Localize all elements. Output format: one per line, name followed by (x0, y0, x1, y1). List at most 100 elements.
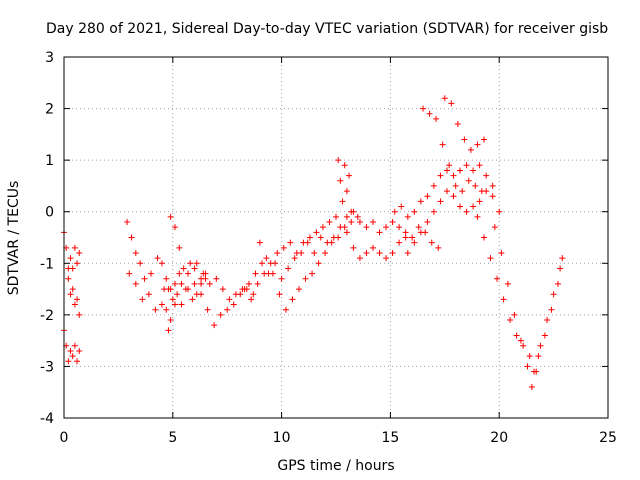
series-track-l (335, 157, 355, 215)
y-tick-label: 0 (45, 205, 54, 221)
data-point (232, 291, 239, 298)
data-point (296, 286, 303, 293)
data-point (520, 342, 527, 349)
y-tick-label: -1 (40, 256, 54, 272)
data-point (341, 162, 348, 169)
tick-labels: 0 5 10 15 20 25 -4 -3 -2 -1 0 1 2 3 (40, 50, 617, 446)
data-point (293, 249, 300, 256)
plot-frame (63, 56, 609, 419)
data-point (350, 208, 357, 215)
data-point (282, 306, 289, 313)
data-point (163, 306, 170, 313)
data-point (132, 280, 139, 287)
data-point (348, 219, 355, 226)
data-point (71, 342, 78, 349)
data-point (430, 208, 437, 215)
data-point (428, 239, 435, 246)
data-point (69, 265, 76, 272)
data-point (433, 115, 440, 122)
data-point (313, 229, 320, 236)
data-point (193, 260, 200, 267)
data-point (474, 213, 481, 220)
data-point (287, 239, 294, 246)
data-point (404, 213, 411, 220)
data-point (176, 244, 183, 251)
data-point (74, 260, 81, 267)
data-point (250, 291, 257, 298)
data-point (426, 110, 433, 117)
data-point (65, 275, 72, 282)
data-point (248, 296, 255, 303)
data-point (126, 270, 133, 277)
data-point (504, 280, 511, 287)
data-point (459, 188, 466, 195)
data-point (174, 291, 181, 298)
data-point (356, 255, 363, 262)
data-point (245, 280, 252, 287)
data-point (167, 213, 174, 220)
data-point (480, 234, 487, 241)
data-point (376, 249, 383, 256)
data-point (443, 188, 450, 195)
data-point (198, 291, 205, 298)
data-point (137, 260, 144, 267)
data-point (291, 255, 298, 262)
data-point (267, 260, 274, 267)
series-track-t (491, 224, 564, 391)
data-point (411, 208, 418, 215)
data-point (269, 270, 276, 277)
data-point (446, 162, 453, 169)
data-point (148, 270, 155, 277)
data-point (356, 219, 363, 226)
data-point (437, 172, 444, 179)
data-point (498, 249, 505, 256)
data-point (200, 270, 207, 277)
data-point (300, 239, 307, 246)
data-point (217, 311, 224, 318)
data-point (252, 270, 259, 277)
series-track-e (126, 265, 209, 313)
data-point (191, 265, 198, 272)
series-track-m (330, 208, 409, 241)
data-point (322, 249, 329, 256)
data-point (526, 353, 533, 360)
data-point (500, 296, 507, 303)
data-point (191, 280, 198, 287)
data-point (391, 208, 398, 215)
data-point (158, 301, 165, 308)
data-point (465, 177, 472, 184)
data-point (457, 203, 464, 210)
data-point (328, 239, 335, 246)
series-track-f (161, 286, 189, 334)
series-track-p (391, 162, 503, 220)
data-point (494, 275, 501, 282)
data-point (224, 306, 231, 313)
data-point (76, 249, 83, 256)
data-point (158, 260, 165, 267)
y-tick-label: -4 (40, 411, 54, 427)
data-point (280, 244, 287, 251)
data-point (457, 167, 464, 174)
data-point (369, 219, 376, 226)
data-point (315, 260, 322, 267)
data-point (65, 358, 72, 365)
data-point (489, 193, 496, 200)
data-point (528, 384, 535, 391)
data-point (185, 286, 192, 293)
series-track-d (124, 219, 183, 293)
x-tick-label: 25 (599, 430, 617, 446)
data-point (454, 121, 461, 128)
data-point (411, 239, 418, 246)
data-point (467, 146, 474, 153)
data-point (448, 100, 455, 107)
data-point (396, 239, 403, 246)
data-point (363, 224, 370, 231)
data-point (317, 234, 324, 241)
data-point (483, 172, 490, 179)
series-track-h (191, 280, 257, 329)
data-point (76, 311, 83, 318)
data-point (517, 337, 524, 344)
data-point (289, 296, 296, 303)
data-point (404, 249, 411, 256)
series-track-n (343, 224, 442, 262)
